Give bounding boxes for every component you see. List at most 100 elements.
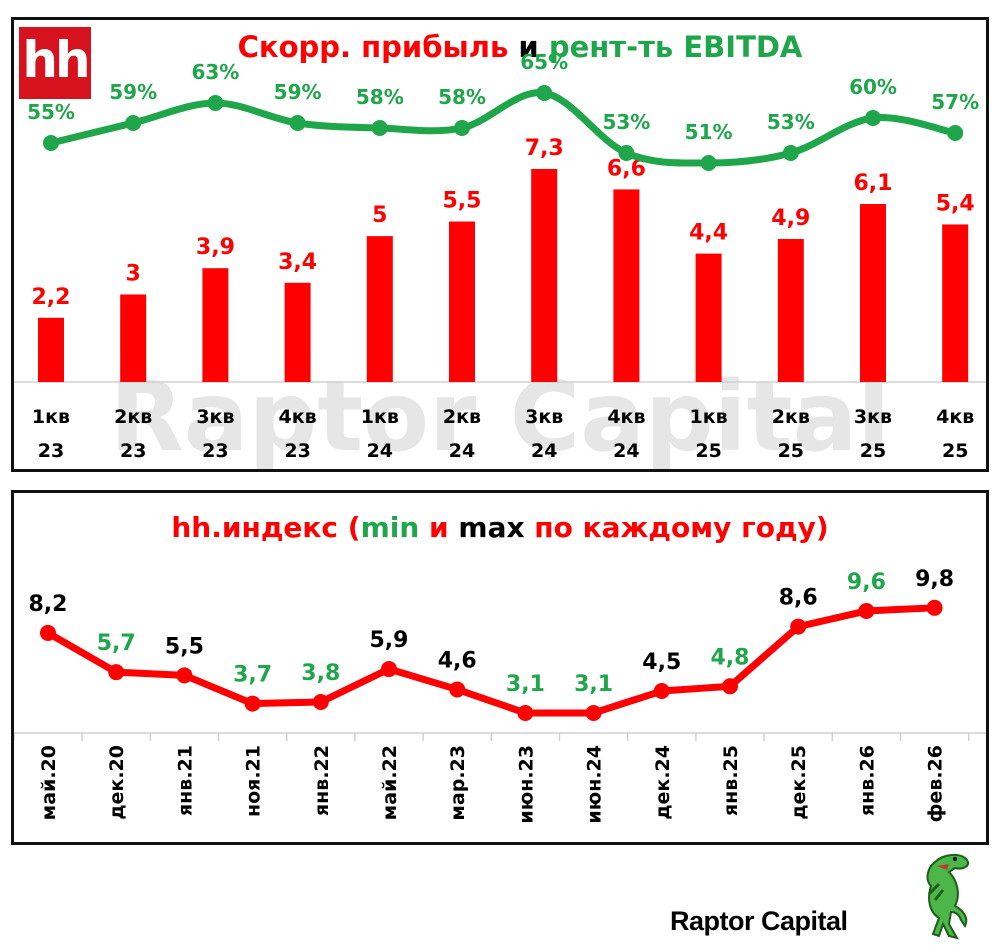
profit-bar [120,294,147,382]
x-tick-date: дек.24 [652,745,674,820]
x-tick-quarter: 3кв [196,406,234,428]
profit-bar [777,239,804,382]
profit-bar-label: 5,4 [936,191,975,216]
title-part: по каждому году) [524,511,829,544]
x-tick-quarter: 1кв [32,406,70,428]
ebitda-label: 51% [685,120,733,144]
ebitda-marker [454,120,470,136]
hh-index-marker [790,618,807,635]
ebitda-label: 53% [602,110,650,134]
ebitda-marker [947,125,964,141]
profit-bar [449,221,475,382]
x-tick-date: янв.25 [720,745,742,816]
ebitda-label: 53% [767,110,815,134]
x-tick-quarter: 3кв [854,406,892,428]
x-tick-date: ноя.21 [243,745,265,817]
profit-bar [942,224,969,382]
title-part: и [508,30,549,64]
hh-index-marker [244,695,261,712]
hh-index-label: 4,8 [711,645,750,670]
x-tick-quarter: 3кв [525,406,563,428]
hh-index-label: 8,2 [29,592,68,617]
profit-bar-label: 2,2 [32,285,71,310]
top-chart-title: Скорр. прибыль и рент-ть EBITDA [14,30,986,64]
profit-bar-label: 4,4 [689,221,728,246]
profit-bar-label: 3 [126,261,141,286]
x-tick-date: янв.22 [311,745,333,816]
hh-index-label: 4,6 [438,648,477,673]
x-tick-date: дек.20 [106,745,128,820]
hh-index-marker [40,624,56,641]
ebitda-label: 59% [274,80,322,104]
ebitda-marker [618,145,635,161]
hh-index-label: 3,8 [301,661,340,686]
ebitda-marker [207,95,224,111]
profit-bar-label: 5,5 [443,189,482,214]
x-tick-date: май.20 [38,745,60,820]
hh-index-label: 3,1 [574,672,613,697]
ebitda-marker [289,115,306,131]
watermark-text: Raptor Capital [110,361,890,469]
x-tick-quarter: 4кв [936,406,974,428]
raptor-dinosaur-icon [926,854,969,940]
hh-index-marker [653,683,670,700]
x-tick-quarter: 4кв [279,406,317,428]
hh-index-marker [381,661,397,678]
profit-bar [860,204,886,382]
x-tick-year: 23 [284,440,310,462]
ebitda-margin-line [47,89,959,167]
profit-bar-label: 3,4 [278,250,317,275]
x-tick-quarter: 1кв [690,406,728,428]
profit-ebitda-chart-panel: hh Скорр. прибыль и рент-ть EBITDA Rapto… [11,17,989,472]
title-part: hh.индекс ( [171,511,361,544]
x-tick-date: июн.23 [515,745,537,824]
x-tick-date: мар.23 [447,745,469,821]
ebitda-label: 60% [849,75,897,99]
hh-index-line [46,604,935,717]
profit-bar [366,236,393,382]
hh-index-marker [108,664,125,681]
title-part: Скорр. прибыль [237,30,509,64]
ebitda-label: 58% [438,85,486,109]
hh-index-marker [312,694,329,711]
x-tick-year: 23 [202,440,228,462]
x-tick-year: 23 [38,440,64,462]
ebitda-marker [371,120,388,136]
profit-bar-label: 4,9 [771,206,810,231]
x-tick-year: 23 [120,440,146,462]
hh-index-label: 5,7 [97,631,136,656]
x-tick-year: 24 [613,440,639,462]
x-tick-quarter: 2кв [114,406,152,428]
x-tick-quarter: 2кв [443,406,481,428]
profit-bar [284,282,311,382]
ebitda-marker [43,135,59,151]
hh-index-label: 8,6 [779,586,818,611]
x-tick-date: июн.24 [584,745,606,824]
hh-index-marker [858,602,875,619]
profit-bar [531,169,558,382]
ebitda-label: 55% [27,100,75,124]
hh-index-label: 4,5 [642,650,681,675]
x-tick-date: дек.25 [788,745,810,820]
hh-index-marker [517,705,534,721]
profit-bar [38,317,64,382]
x-tick-year: 24 [449,440,475,462]
ebitda-label: 58% [356,85,404,109]
title-part: min [360,511,420,544]
x-tick-year: 25 [695,440,721,462]
hh-index-label: 5,5 [165,634,204,659]
hh-index-chart: 8,2 май.20 5,7 дек.20 5,5 янв.21 3,7 ноя.21 3,8 я… [14,567,986,824]
x-tick-year: 24 [367,440,393,462]
hh-index-label: 3,1 [506,672,545,697]
hh-index-marker [722,678,738,695]
profit-bar-label: 7,3 [525,136,564,161]
ebitda-label: 57% [931,90,979,114]
ebitda-marker [536,85,553,101]
title-part: и [419,511,459,544]
x-tick-quarter: 4кв [607,406,645,428]
x-tick-date: фев.26 [925,745,947,822]
profit-bar [695,253,722,382]
hh-index-marker [176,667,193,684]
hh-index-chart-panel: hh.индекс (min и max по каждому году) 8,… [11,490,989,845]
profit-bar-label: 3,9 [196,235,235,260]
